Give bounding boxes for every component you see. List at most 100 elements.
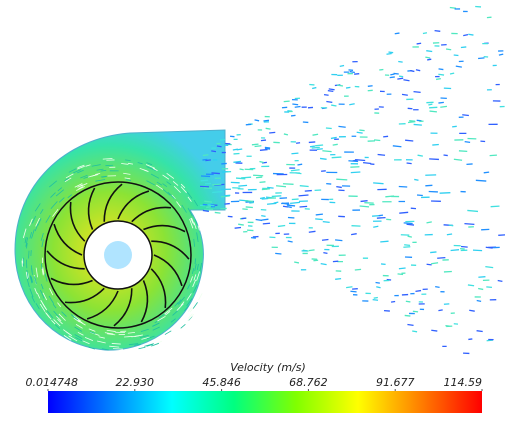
vector: [464, 224, 474, 225]
vector: [431, 263, 438, 264]
vector: [484, 172, 489, 173]
vector: [407, 325, 413, 326]
vector: [438, 74, 444, 75]
vector: [245, 201, 253, 202]
vector: [405, 140, 413, 141]
vector: [418, 155, 423, 156]
vector: [204, 201, 212, 202]
visualization: Velocity (m/s) 0.01474822.93045.84668.76…: [0, 0, 505, 443]
vector: [417, 195, 423, 196]
vector: [267, 187, 273, 188]
vector: [478, 277, 485, 278]
vector: [476, 180, 486, 181]
vector: [242, 209, 247, 210]
vector: [350, 291, 356, 292]
vector: [269, 132, 275, 133]
vector: [349, 104, 354, 105]
vector: [211, 173, 219, 174]
vector: [408, 236, 412, 237]
vector: [373, 183, 383, 184]
vector: [395, 33, 400, 34]
vector: [346, 287, 352, 288]
vector: [438, 102, 443, 103]
vector: [377, 218, 386, 219]
vector: [315, 219, 323, 220]
vector: [249, 203, 254, 204]
vector: [261, 140, 266, 141]
vector: [359, 130, 364, 131]
vector: [261, 216, 265, 217]
vector: [246, 207, 253, 208]
vector: [374, 140, 380, 141]
vector: [203, 155, 208, 156]
vector: [295, 107, 301, 108]
vector: [139, 347, 146, 348]
vector: [432, 145, 439, 146]
vector: [201, 180, 208, 181]
vector: [450, 73, 454, 74]
vector: [266, 128, 271, 129]
vector: [409, 121, 415, 122]
vector: [368, 86, 373, 87]
vector: [454, 159, 462, 160]
vector: [436, 79, 441, 80]
vector: [378, 155, 385, 156]
vector: [113, 349, 123, 350]
vector: [357, 132, 363, 133]
vector: [263, 223, 270, 224]
vector: [326, 101, 332, 102]
vector: [350, 72, 355, 73]
vector: [299, 195, 309, 196]
vector: [499, 54, 503, 55]
vector: [193, 302, 197, 308]
vector: [469, 310, 475, 311]
vector: [291, 170, 300, 171]
vector: [410, 71, 414, 72]
vector: [241, 218, 246, 219]
vector: [428, 104, 432, 105]
vector: [465, 142, 470, 143]
vector: [399, 186, 407, 187]
vector: [260, 182, 266, 183]
vector: [284, 134, 288, 135]
vector: [354, 74, 359, 75]
vector: [417, 43, 422, 44]
vector: [415, 291, 421, 292]
vector: [331, 105, 336, 106]
vector: [335, 279, 341, 280]
vector: [451, 250, 459, 251]
vector: [414, 124, 422, 125]
vector: [287, 205, 295, 206]
vector: [316, 214, 323, 215]
vector: [335, 240, 342, 241]
vector: [300, 186, 309, 187]
vector: [297, 164, 302, 165]
vector: [450, 7, 456, 8]
vector: [477, 331, 483, 332]
vector: [404, 245, 410, 246]
vector: [404, 223, 413, 224]
vector: [252, 144, 259, 145]
vector: [309, 142, 315, 143]
vector: [241, 177, 251, 178]
vector: [426, 51, 432, 52]
vector: [221, 163, 227, 164]
vector: [208, 205, 215, 206]
vector: [351, 234, 357, 235]
vector: [414, 92, 421, 93]
vector: [427, 222, 432, 223]
vector: [376, 282, 380, 283]
vector: [414, 179, 418, 180]
vector: [399, 212, 408, 213]
vector: [413, 311, 418, 312]
vector: [324, 95, 329, 96]
vector: [202, 159, 207, 160]
colorbar-tick-label: 91.677: [376, 376, 415, 389]
vector: [374, 298, 378, 299]
vector: [498, 235, 505, 236]
vector: [309, 231, 316, 232]
vector: [255, 146, 262, 147]
vector: [478, 289, 483, 290]
vector: [405, 315, 411, 316]
vector: [220, 140, 225, 141]
